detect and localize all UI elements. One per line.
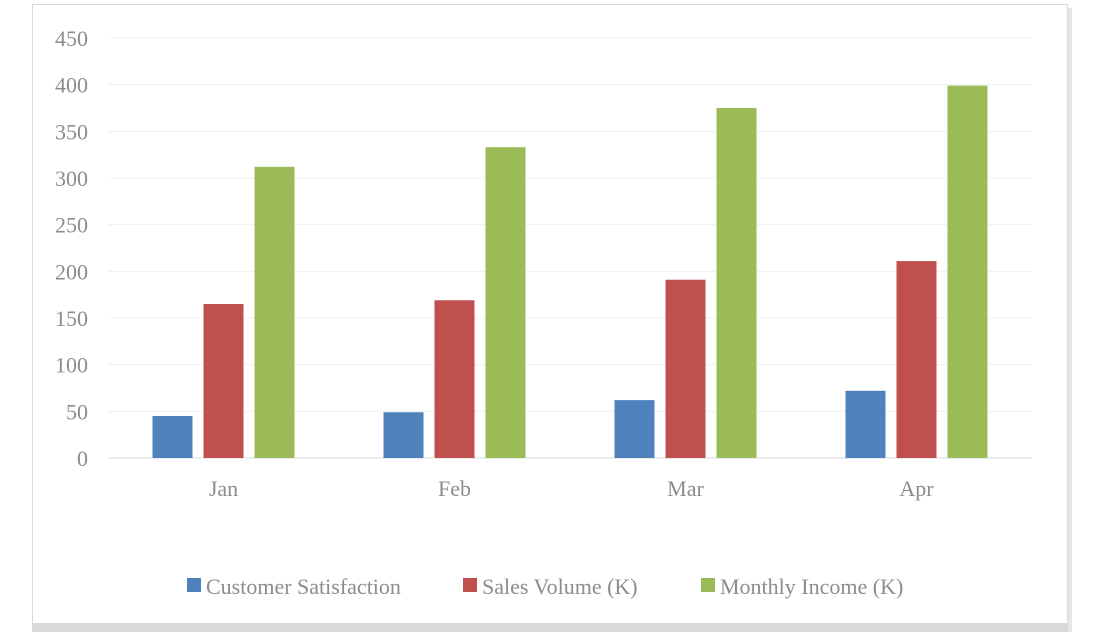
bars (152, 85, 988, 459)
x-tick-label: Feb (438, 476, 471, 501)
legend-label: Monthly Income (K) (720, 574, 903, 599)
bar-customer-satisfaction-apr (845, 390, 886, 458)
x-tick-label: Jan (209, 476, 238, 501)
y-tick-label: 350 (55, 119, 88, 144)
bar-monthly-income-k-apr (947, 85, 988, 458)
y-axis-tick-labels: 0 50 100 150 200 250 300 350 400 450 (55, 26, 88, 471)
y-tick-label: 150 (55, 306, 88, 331)
bar-monthly-income-k-feb (485, 147, 526, 458)
y-tick-label: 50 (66, 399, 88, 424)
chart-frame-shadow-right (1068, 8, 1072, 632)
y-tick-label: 450 (55, 26, 88, 51)
x-axis-tick-labels: Jan Feb Mar Apr (209, 476, 934, 501)
bar-monthly-income-k-mar (716, 108, 757, 458)
legend-swatch (463, 578, 477, 592)
y-tick-label: 250 (55, 213, 88, 238)
bar-monthly-income-k-jan (254, 166, 295, 459)
legend-swatch (701, 578, 715, 592)
bar-sales-volume-k-apr (896, 261, 937, 458)
legend-label: Customer Satisfaction (206, 574, 401, 599)
y-tick-label: 300 (55, 166, 88, 191)
x-tick-label: Mar (667, 476, 704, 501)
y-tick-label: 400 (55, 73, 88, 98)
bar-sales-volume-k-mar (665, 279, 706, 458)
legend-swatch (187, 578, 201, 592)
legend-label: Sales Volume (K) (482, 574, 638, 599)
y-tick-label: 200 (55, 259, 88, 284)
bar-sales-volume-k-feb (434, 300, 475, 458)
bar-sales-volume-k-jan (203, 304, 244, 458)
gridlines (108, 37, 1032, 459)
bar-customer-satisfaction-jan (152, 416, 193, 458)
bar-customer-satisfaction-mar (614, 400, 655, 458)
bar-customer-satisfaction-feb (383, 412, 424, 458)
y-tick-label: 0 (77, 446, 88, 471)
y-tick-label: 100 (55, 353, 88, 378)
chart-frame-shadow-bottom (32, 624, 1068, 632)
legend: Customer Satisfaction Sales Volume (K) Mon… (187, 574, 903, 599)
x-tick-label: Apr (899, 476, 934, 501)
